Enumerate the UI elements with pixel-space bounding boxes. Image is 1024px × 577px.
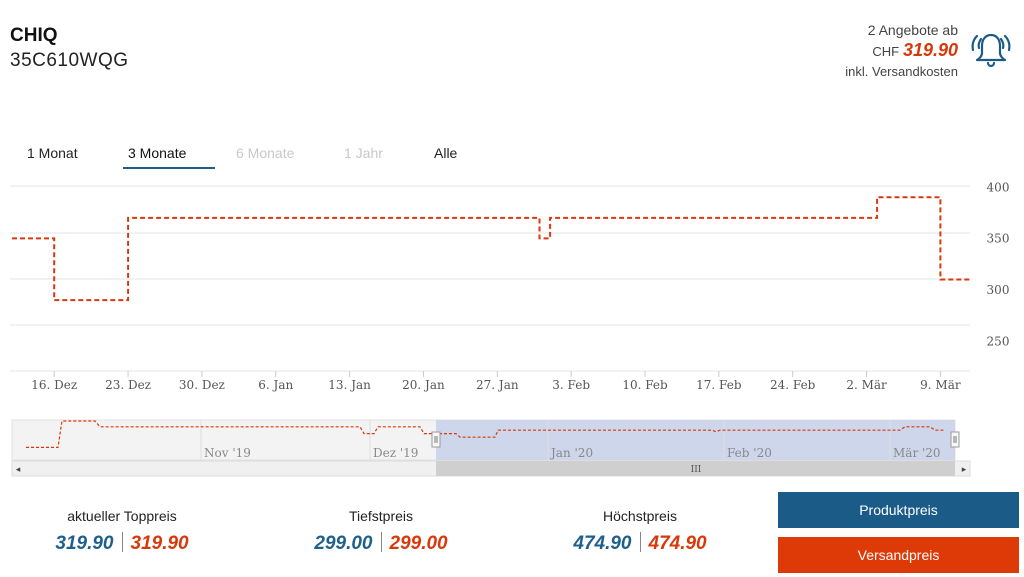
stat-separator xyxy=(380,532,382,552)
tab-1-monat[interactable]: 1 Monat xyxy=(27,145,78,161)
active-tab-indicator xyxy=(123,167,215,169)
stat-product-value: 474.90 xyxy=(573,533,632,554)
y-tick-label: 350 xyxy=(987,232,1010,246)
price-series xyxy=(12,196,973,302)
x-tick-label: 30. Dez xyxy=(179,378,225,392)
bell-ringing-icon[interactable] xyxy=(968,30,1014,70)
offer-price: 319.90 xyxy=(902,40,958,60)
x-tick-label: 10. Feb xyxy=(622,378,668,392)
navigator-label: Mär '20 xyxy=(893,446,941,460)
x-tick-label: 6. Jan xyxy=(258,378,293,392)
price-line xyxy=(12,196,973,302)
stat-lowest: Tiefstpreis 299.00 299.00 xyxy=(301,508,461,555)
navigator-handle xyxy=(950,431,960,448)
x-axis-ticks: 16. Dez 23. Dez 30. Dez 6. Jan 13. Jan 20. Ja… xyxy=(31,371,961,392)
x-tick-label: 3. Feb xyxy=(552,378,590,392)
stat-shipping-value: 319.90 xyxy=(130,533,189,554)
stat-label: Tiefstpreis xyxy=(348,508,414,524)
y-tick-label: 250 xyxy=(987,334,1010,348)
offer-summary: 2 Angebote ab CHF 319.90 inkl. Versandko… xyxy=(845,20,958,82)
navigator-label: Jan '20 xyxy=(549,446,593,460)
stat-label: aktueller Toppreis xyxy=(67,508,177,524)
offer-shipping-note: inkl. Versandkosten xyxy=(845,64,958,79)
stat-product-value: 299.00 xyxy=(314,533,373,554)
tab-6-monate: 6 Monate xyxy=(236,145,295,161)
stat-shipping-value: 299.00 xyxy=(389,533,448,554)
tab-alle[interactable]: Alle xyxy=(434,145,458,161)
stat-label: Höchstpreis xyxy=(603,508,677,524)
y-tick-label: 400 xyxy=(987,180,1010,194)
offer-currency: CHF xyxy=(872,44,900,59)
navigator-selection xyxy=(436,420,955,460)
stat-separator xyxy=(121,532,123,552)
x-tick-label: 20. Jan xyxy=(402,378,445,392)
tab-3-monate[interactable]: 3 Monate xyxy=(128,145,187,161)
offer-count: 2 Angebote ab xyxy=(867,22,958,38)
product-model: 35C610WQG xyxy=(10,50,129,71)
product-price-button[interactable]: Produktpreis xyxy=(778,492,1019,528)
stat-highest: Höchstpreis 474.90 474.90 xyxy=(560,508,720,555)
navigator-handle xyxy=(431,431,441,448)
x-tick-label: 13. Jan xyxy=(328,378,371,392)
x-tick-label: 17. Feb xyxy=(696,378,742,392)
x-tick-label: 2. Mär xyxy=(846,378,887,392)
y-tick-label: 300 xyxy=(987,283,1010,297)
scrollbar-thumb xyxy=(436,461,955,476)
navigator-label: Nov '19 xyxy=(204,446,251,460)
y-axis-ticks: 250 300 350 400 xyxy=(987,180,1010,348)
x-tick-label: 23. Dez xyxy=(105,378,151,392)
x-tick-label: 27. Jan xyxy=(476,378,519,392)
price-history-chart: 250 300 350 400 16. Dez 23. Dez 30. Dez 6. Jan… xyxy=(10,180,1010,477)
navigator-line xyxy=(26,420,945,448)
scrollbar-grip: III xyxy=(691,465,702,475)
navigator-label: Feb '20 xyxy=(727,446,772,460)
stat-current-top: aktueller Toppreis 319.90 319.90 xyxy=(42,508,202,555)
scroll-right-arrow: ▸ xyxy=(962,465,967,475)
x-tick-label: 16. Dez xyxy=(31,378,77,392)
navigator: Nov '19 Dez '19 Jan '20 Feb '20 Mär '20 III ◂ ▸ xyxy=(11,419,971,477)
tab-1-jahr: 1 Jahr xyxy=(344,145,383,161)
x-tick-label: 24. Feb xyxy=(770,378,816,392)
shipping-price-button[interactable]: Versandpreis xyxy=(778,537,1019,573)
product-brand: CHIQ xyxy=(10,25,58,46)
navigator-label: Dez '19 xyxy=(373,446,418,460)
chart-grid xyxy=(10,185,970,372)
x-tick-label: 9. Mär xyxy=(920,378,961,392)
scroll-left-arrow: ◂ xyxy=(16,465,21,475)
stat-shipping-value: 474.90 xyxy=(648,533,707,554)
stat-separator xyxy=(639,532,641,552)
stat-product-value: 319.90 xyxy=(55,533,114,554)
